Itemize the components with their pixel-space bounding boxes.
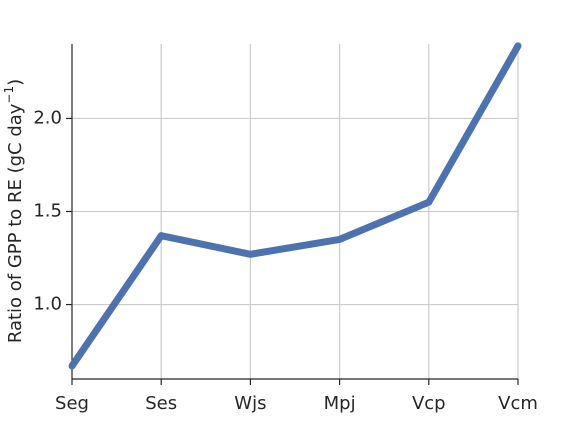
- data-point-ses: [157, 232, 165, 240]
- x-tick-label-mpj: Mpj: [324, 393, 356, 414]
- y-axis-title-superscript: −1: [2, 86, 16, 104]
- tick-labels: 1.0 1.5 2.0 Seg Ses Wjs Mpj Vcp Vcm: [33, 107, 538, 414]
- y-axis-title-close: ): [5, 79, 26, 86]
- data-point-vcm: [514, 42, 522, 50]
- x-tick-label-vcp: Vcp: [412, 393, 446, 414]
- x-tick-label-wjs: Wjs: [234, 393, 266, 414]
- y-tick-label-2: 2.0: [33, 107, 62, 128]
- y-axis-title: Ratio of GPP to RE (gC day−1): [2, 79, 27, 343]
- grid: [72, 44, 519, 379]
- data-point-seg: [68, 362, 76, 370]
- y-axis-title-main: Ratio of GPP to RE (gC day: [5, 103, 26, 343]
- y-tick-label-1: 1.5: [33, 201, 62, 222]
- x-tick-label-vcm: Vcm: [498, 393, 538, 414]
- data-point-mpj: [336, 235, 344, 243]
- x-tick-label-ses: Ses: [145, 393, 177, 414]
- series-line-0: [69, 44, 522, 368]
- data-point-wjs: [246, 250, 254, 258]
- y-tick-label-0: 1.0: [33, 294, 62, 315]
- data-point-vcp: [425, 198, 433, 206]
- series-layer: [68, 42, 522, 370]
- x-tick-label-seg: Seg: [55, 393, 89, 414]
